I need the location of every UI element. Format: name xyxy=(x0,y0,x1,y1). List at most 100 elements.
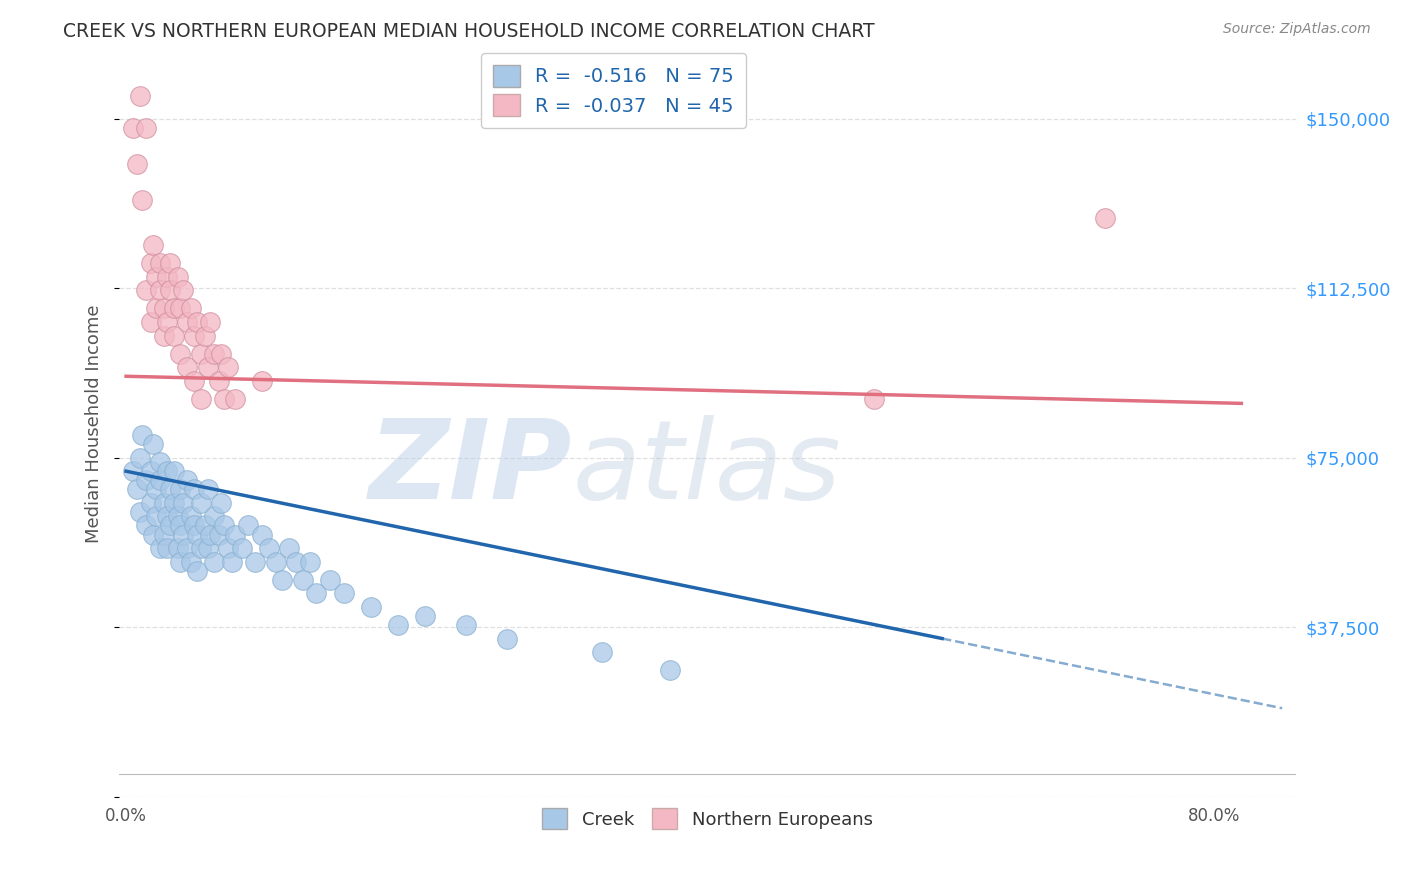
Point xyxy=(166,269,188,284)
Point xyxy=(863,392,886,406)
Point xyxy=(204,509,226,524)
Point xyxy=(197,360,219,375)
Point xyxy=(245,555,267,569)
Point xyxy=(163,328,186,343)
Point xyxy=(128,505,150,519)
Point xyxy=(142,527,165,541)
Point xyxy=(217,360,239,375)
Point xyxy=(231,541,253,555)
Point xyxy=(163,301,186,316)
Point xyxy=(186,564,208,578)
Point xyxy=(125,157,148,171)
Point xyxy=(149,256,172,270)
Point xyxy=(194,328,217,343)
Point xyxy=(135,473,157,487)
Point xyxy=(176,315,198,329)
Point xyxy=(209,496,232,510)
Point xyxy=(156,541,179,555)
Point xyxy=(194,518,217,533)
Point xyxy=(298,555,321,569)
Point xyxy=(360,599,382,614)
Point xyxy=(159,256,181,270)
Point xyxy=(180,555,202,569)
Point xyxy=(156,315,179,329)
Point xyxy=(166,509,188,524)
Point xyxy=(139,496,162,510)
Point xyxy=(496,632,519,646)
Point xyxy=(176,360,198,375)
Point xyxy=(186,527,208,541)
Point xyxy=(172,527,194,541)
Point xyxy=(125,483,148,497)
Point xyxy=(153,328,176,343)
Point xyxy=(153,301,176,316)
Point xyxy=(180,301,202,316)
Point xyxy=(139,315,162,329)
Point xyxy=(169,483,191,497)
Point xyxy=(209,346,232,360)
Point xyxy=(305,586,328,600)
Point xyxy=(135,283,157,297)
Point xyxy=(204,346,226,360)
Legend: Creek, Northern Europeans: Creek, Northern Europeans xyxy=(534,801,880,837)
Point xyxy=(186,315,208,329)
Point xyxy=(212,518,235,533)
Point xyxy=(122,464,145,478)
Point xyxy=(149,541,172,555)
Point xyxy=(131,428,153,442)
Point xyxy=(156,269,179,284)
Point xyxy=(413,608,436,623)
Point xyxy=(200,315,222,329)
Point xyxy=(183,518,205,533)
Point xyxy=(135,120,157,135)
Point xyxy=(139,256,162,270)
Point xyxy=(264,555,287,569)
Point xyxy=(183,374,205,388)
Point xyxy=(659,663,682,677)
Point xyxy=(159,518,181,533)
Point xyxy=(145,509,167,524)
Point xyxy=(145,269,167,284)
Text: atlas: atlas xyxy=(572,415,841,522)
Point xyxy=(142,437,165,451)
Point xyxy=(332,586,354,600)
Point xyxy=(156,509,179,524)
Point xyxy=(238,518,260,533)
Point xyxy=(163,464,186,478)
Point xyxy=(128,89,150,103)
Point xyxy=(212,392,235,406)
Point xyxy=(207,374,229,388)
Y-axis label: Median Household Income: Median Household Income xyxy=(86,304,103,543)
Point xyxy=(278,541,301,555)
Point xyxy=(153,527,176,541)
Point xyxy=(122,120,145,135)
Point xyxy=(142,238,165,252)
Point xyxy=(190,541,212,555)
Point xyxy=(180,509,202,524)
Point xyxy=(176,473,198,487)
Point xyxy=(176,541,198,555)
Point xyxy=(149,473,172,487)
Point xyxy=(207,527,229,541)
Point xyxy=(169,518,191,533)
Text: CREEK VS NORTHERN EUROPEAN MEDIAN HOUSEHOLD INCOME CORRELATION CHART: CREEK VS NORTHERN EUROPEAN MEDIAN HOUSEH… xyxy=(63,22,875,41)
Text: Source: ZipAtlas.com: Source: ZipAtlas.com xyxy=(1223,22,1371,37)
Point xyxy=(159,283,181,297)
Point xyxy=(319,573,342,587)
Text: ZIP: ZIP xyxy=(368,415,572,522)
Point xyxy=(285,555,308,569)
Point xyxy=(190,392,212,406)
Point xyxy=(145,483,167,497)
Point xyxy=(224,527,246,541)
Point xyxy=(1094,211,1116,225)
Point xyxy=(172,283,194,297)
Point xyxy=(149,455,172,469)
Point xyxy=(169,346,191,360)
Point xyxy=(221,555,243,569)
Point xyxy=(190,496,212,510)
Point xyxy=(190,346,212,360)
Point xyxy=(257,541,280,555)
Point xyxy=(128,450,150,465)
Point xyxy=(217,541,239,555)
Point xyxy=(131,193,153,207)
